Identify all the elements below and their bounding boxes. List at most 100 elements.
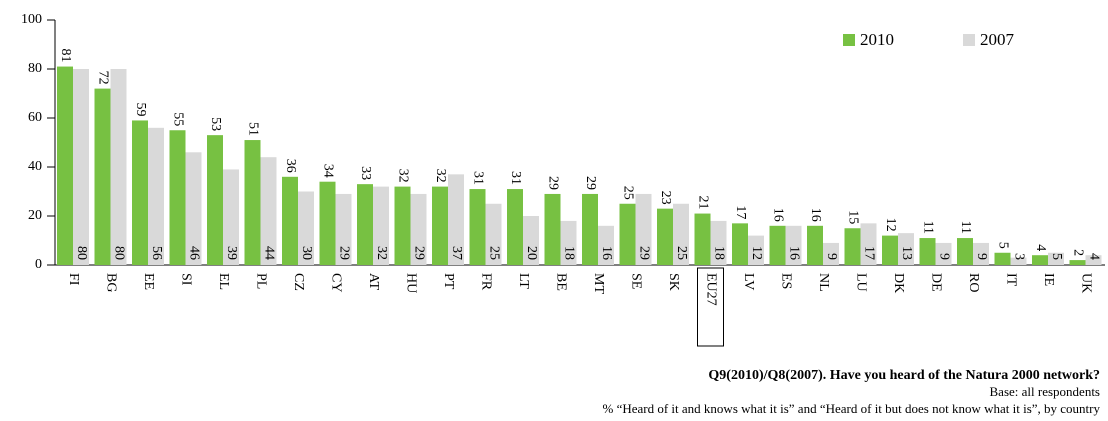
value-label: 3 xyxy=(1011,253,1026,260)
footnote: % “Heard of it and knows what it is” and… xyxy=(603,401,1101,416)
value-label: 4 xyxy=(1033,244,1048,251)
bar xyxy=(619,203,636,265)
value-label: 25 xyxy=(620,186,635,200)
bar xyxy=(935,242,952,265)
bar xyxy=(485,203,502,265)
value-label: 72 xyxy=(95,71,110,85)
x-tick-label: DK xyxy=(891,273,906,293)
value-label: 39 xyxy=(224,246,239,260)
bar xyxy=(994,252,1011,265)
bar xyxy=(319,181,336,265)
value-label: 13 xyxy=(899,246,914,260)
x-tick-label: CY xyxy=(328,273,343,292)
value-label: 25 xyxy=(486,246,501,260)
value-label: 4 xyxy=(1086,253,1101,260)
bar xyxy=(635,193,652,265)
x-tick-label: EU27 xyxy=(703,273,718,306)
bar xyxy=(544,193,561,265)
x-tick-label: FR xyxy=(478,273,493,291)
bar xyxy=(94,88,111,265)
value-label: 16 xyxy=(808,208,823,222)
bar xyxy=(223,169,239,265)
value-label: 51 xyxy=(245,122,260,136)
bar xyxy=(73,69,89,265)
value-label: 21 xyxy=(695,196,710,210)
bar xyxy=(882,235,898,265)
value-label: 18 xyxy=(711,246,726,260)
value-label: 31 xyxy=(470,171,485,185)
value-label: 5 xyxy=(1049,253,1064,260)
x-tick-label: UK xyxy=(1078,273,1093,293)
value-label: 80 xyxy=(111,246,126,260)
bar xyxy=(785,225,802,265)
value-label: 44 xyxy=(261,246,276,260)
legend-swatch xyxy=(843,34,855,46)
value-label: 17 xyxy=(733,205,748,219)
x-tick-label: AT xyxy=(366,273,381,291)
value-label: 25 xyxy=(674,246,689,260)
value-label: 18 xyxy=(561,246,576,260)
value-label: 81 xyxy=(58,49,73,63)
x-tick-label: CZ xyxy=(291,273,306,291)
value-label: 59 xyxy=(133,102,148,116)
x-tick-label: BG xyxy=(103,273,118,292)
value-label: 11 xyxy=(958,221,973,234)
x-tick-label: SI xyxy=(178,273,193,286)
value-label: 29 xyxy=(336,246,351,260)
bar xyxy=(1085,255,1102,265)
legend-label: 2007 xyxy=(980,30,1015,49)
x-tick-label: ES xyxy=(778,273,793,289)
x-tick-label: SK xyxy=(666,273,681,291)
legend-label: 2010 xyxy=(860,30,894,49)
value-label: 37 xyxy=(449,246,464,260)
value-label: 29 xyxy=(583,176,598,190)
bar xyxy=(432,186,448,265)
bar xyxy=(185,152,202,265)
x-tick-label: EE xyxy=(141,273,156,290)
x-tick-label: LV xyxy=(741,273,756,290)
value-label: 34 xyxy=(320,164,335,178)
value-label: 16 xyxy=(786,246,801,260)
y-tick-label: 20 xyxy=(28,208,42,223)
value-label: 16 xyxy=(770,208,785,222)
value-label: 12 xyxy=(883,218,898,232)
bar xyxy=(657,208,673,265)
bar xyxy=(132,120,148,265)
bar xyxy=(57,66,73,265)
bar xyxy=(769,225,786,265)
x-tick-label: SE xyxy=(628,273,643,289)
x-tick-label: PL xyxy=(253,273,268,289)
bar xyxy=(282,176,298,265)
value-label: 33 xyxy=(358,166,373,180)
value-label: 9 xyxy=(936,253,951,260)
bar xyxy=(582,193,598,265)
bar xyxy=(844,228,861,265)
bar xyxy=(919,238,936,265)
bar xyxy=(373,186,389,265)
bar xyxy=(807,225,823,265)
y-tick-label: 40 xyxy=(28,159,42,174)
y-tick-label: 0 xyxy=(35,257,42,272)
x-tick-label: IE xyxy=(1041,273,1056,286)
value-label: 30 xyxy=(299,246,314,260)
value-label: 56 xyxy=(149,246,164,260)
bar xyxy=(732,223,748,265)
value-label: 32 xyxy=(433,169,448,183)
x-tick-label: IT xyxy=(1003,273,1018,287)
x-tick-label: NL xyxy=(816,273,831,292)
bar xyxy=(507,189,523,265)
bar xyxy=(748,235,764,265)
bar xyxy=(898,233,914,265)
value-label: 29 xyxy=(636,246,651,260)
bar xyxy=(1010,257,1027,265)
bar xyxy=(860,223,877,265)
bar xyxy=(560,220,577,265)
value-label: 36 xyxy=(283,159,298,173)
x-tick-label: RO xyxy=(966,273,981,292)
x-tick-label: DE xyxy=(928,273,943,292)
bar xyxy=(598,225,614,265)
value-label: 32 xyxy=(395,169,410,183)
highlight-box xyxy=(697,267,724,347)
bar xyxy=(110,69,127,265)
value-label: 80 xyxy=(74,246,89,260)
